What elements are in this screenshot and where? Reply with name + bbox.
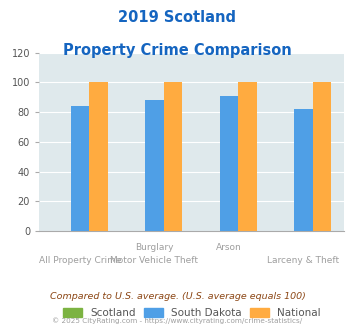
Text: Motor Vehicle Theft: Motor Vehicle Theft (110, 256, 198, 265)
Bar (238, 82, 257, 231)
Bar (145, 100, 164, 231)
Text: All Property Crime: All Property Crime (39, 256, 121, 265)
Text: Burglary: Burglary (135, 243, 174, 251)
Text: 2019 Scotland: 2019 Scotland (119, 10, 236, 25)
Bar (220, 96, 238, 231)
Bar (89, 82, 108, 231)
Text: © 2025 CityRating.com - https://www.cityrating.com/crime-statistics/: © 2025 CityRating.com - https://www.city… (53, 317, 302, 324)
Bar (294, 109, 313, 231)
Bar (71, 106, 89, 231)
Text: Property Crime Comparison: Property Crime Comparison (63, 43, 292, 58)
Text: Larceny & Theft: Larceny & Theft (267, 256, 339, 265)
Bar (313, 82, 331, 231)
Bar (164, 82, 182, 231)
Legend: Scotland, South Dakota, National: Scotland, South Dakota, National (59, 304, 325, 322)
Text: Arson: Arson (216, 243, 242, 251)
Text: Compared to U.S. average. (U.S. average equals 100): Compared to U.S. average. (U.S. average … (50, 292, 305, 301)
